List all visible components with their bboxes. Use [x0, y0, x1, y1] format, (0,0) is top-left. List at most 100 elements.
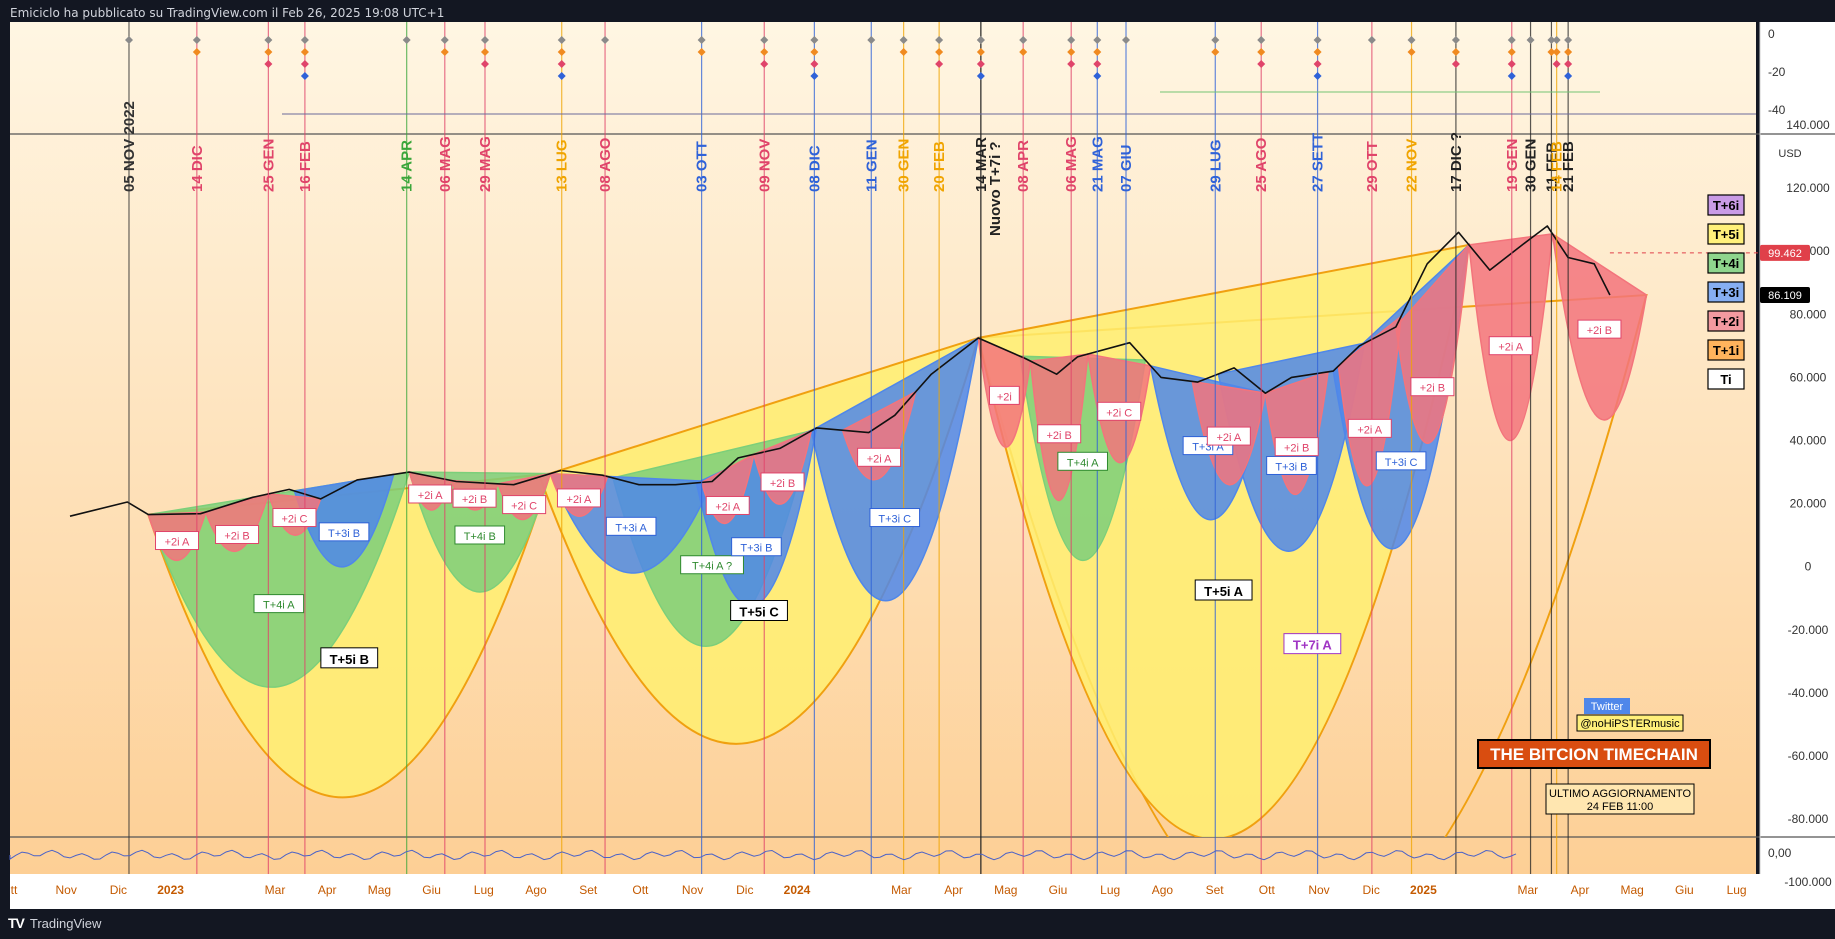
cycle-marker-diamond [976, 60, 985, 68]
legend-label: T+1i [1713, 343, 1739, 358]
cycle-label: T+5i A [1204, 584, 1244, 599]
cycle-label-box [605, 516, 657, 536]
cycle-label: T+3i C [1385, 457, 1418, 469]
cycle-label: +2i A [418, 490, 443, 502]
time-tick-label: Mag [994, 883, 1017, 897]
time-tick-label: 2023 [157, 883, 184, 897]
cycle-marker-diamond [760, 48, 769, 56]
cycle-marker-diamond [1407, 48, 1416, 56]
update-label-line2: 24 FEB 11:00 [1587, 801, 1653, 813]
oscillator-tick-label: 0,00 [1768, 846, 1792, 860]
cycle-label-box [1577, 319, 1622, 339]
cycle-label: T+4i A ? [692, 561, 732, 573]
cycle-marker-diamond [480, 60, 489, 68]
cycle-label: T+3i B [328, 528, 360, 540]
cycle-marker-diamond [1552, 36, 1561, 44]
update-box [1545, 783, 1695, 815]
cycle-marker-diamond [1451, 48, 1460, 56]
time-tick-label: Giu [1675, 883, 1694, 897]
last-price-badge [1760, 287, 1810, 304]
cycle-label: +2i [997, 391, 1012, 403]
cycle-label: T+5i B [330, 652, 369, 667]
cycle-label: +2i B [462, 494, 487, 506]
legend-swatch [1707, 310, 1745, 332]
time-tick-label: 2024 [784, 883, 811, 897]
cycle-marker-diamond [1257, 48, 1266, 56]
cycle-label: +2i A [165, 537, 190, 549]
cycle-marker-diamond [1313, 36, 1322, 44]
cycle-label: T+7i A [1293, 638, 1333, 653]
cycle-label: +2i A [715, 501, 740, 513]
cycle-label-box [320, 647, 379, 669]
cycle-marker-diamond [1367, 36, 1376, 44]
cycle-marker-diamond [1093, 60, 1102, 68]
price-series-line [69, 225, 1611, 517]
ref-price-badge [1760, 244, 1810, 261]
legend-swatch [1707, 368, 1745, 390]
cycle-marker-diamond [480, 48, 489, 56]
handle-badge [1576, 714, 1684, 732]
time-tick-label: Mar [891, 883, 912, 897]
cycle-label-box [1375, 451, 1427, 471]
cycle-label-box [869, 508, 921, 528]
time-tick-label: Giu [1049, 883, 1068, 897]
time-tick-label: Set [579, 883, 598, 897]
cycle-label-box [857, 447, 902, 467]
cycle-marker-diamond [760, 60, 769, 68]
cycle-marker-diamond [1093, 36, 1102, 44]
cycle-label: +2i B [1046, 430, 1071, 442]
event-label: 05 NOV 2022 [121, 101, 138, 192]
event-label: 27 SETT [1310, 133, 1327, 192]
chart-area[interactable]: T+7i A T+5i B T+5i C T+5i A T+4i A T+4i B T+4i… [0, 22, 1835, 912]
cycle-marker-diamond [1564, 36, 1573, 44]
cycle-marker-diamond [810, 60, 819, 68]
cycle-marker-diamond [935, 48, 944, 56]
cycle-marker-diamond [1564, 60, 1573, 68]
time-tick-label: Dic [1363, 883, 1380, 897]
publisher-info: Emiciclo ha pubblicato su TradingView.co… [10, 6, 445, 20]
cycle-marker-diamond [1019, 36, 1028, 44]
cycle-marker-diamond [402, 36, 411, 44]
ref-price-label: 99.462 [1768, 248, 1802, 260]
event-label: 29 OTT [1364, 141, 1381, 192]
cycle-marker-diamond [1067, 60, 1076, 68]
cycle-marker-diamond [264, 60, 273, 68]
cycle-marker-diamond [440, 48, 449, 56]
time-tick-label: Ago [1152, 883, 1174, 897]
cycle-label-box [454, 525, 506, 545]
cycle-marker-diamond [1313, 60, 1322, 68]
price-tick-label: 60.000 [1790, 370, 1827, 384]
update-label-line1: ULTIMO AGGIORNAMENTO [1549, 788, 1691, 800]
event-label: 30 GEN [896, 139, 913, 192]
event-label: 19 GEN [1504, 139, 1521, 192]
time-tick-label: Apr [1571, 883, 1590, 897]
cycle-marker-diamond [935, 36, 944, 44]
cycle-label: +2i B [770, 478, 795, 490]
cycle-label-box [988, 385, 1020, 405]
time-tick-label: Nov [682, 883, 703, 897]
cycle-marker-diamond [1093, 72, 1102, 80]
footer-branding[interactable]: TV TradingView [8, 912, 101, 934]
event-label: 25 AGO [1253, 137, 1270, 192]
price-tick-label: 80.000 [1790, 307, 1827, 321]
price-tick-label: 20.000 [1790, 497, 1827, 511]
event-label: 14 APR [399, 140, 416, 192]
legend-swatch [1707, 252, 1745, 274]
legend-label: T+6i [1713, 198, 1739, 213]
cycle-marker-diamond [264, 48, 273, 56]
cycle-label-box [502, 495, 547, 515]
cycle-marker-diamond [1257, 36, 1266, 44]
cycle-marker-diamond [1451, 60, 1460, 68]
cycle-arc [810, 336, 980, 602]
cycle-label: T+4i B [464, 531, 496, 543]
cycle-marker-diamond [440, 36, 449, 44]
cycle-marker-diamond [300, 60, 309, 68]
cycle-marker-diamond [1211, 48, 1220, 56]
price-tick-label: -60.000 [1788, 749, 1829, 763]
cycle-label: T+5i C [739, 605, 779, 620]
cycle-marker-diamond [557, 60, 566, 68]
currency-label: USD [1778, 148, 1801, 160]
event-label: 13 LUG [554, 139, 571, 192]
cycle-label-box [1206, 426, 1251, 446]
cycle-marker-diamond [192, 36, 201, 44]
